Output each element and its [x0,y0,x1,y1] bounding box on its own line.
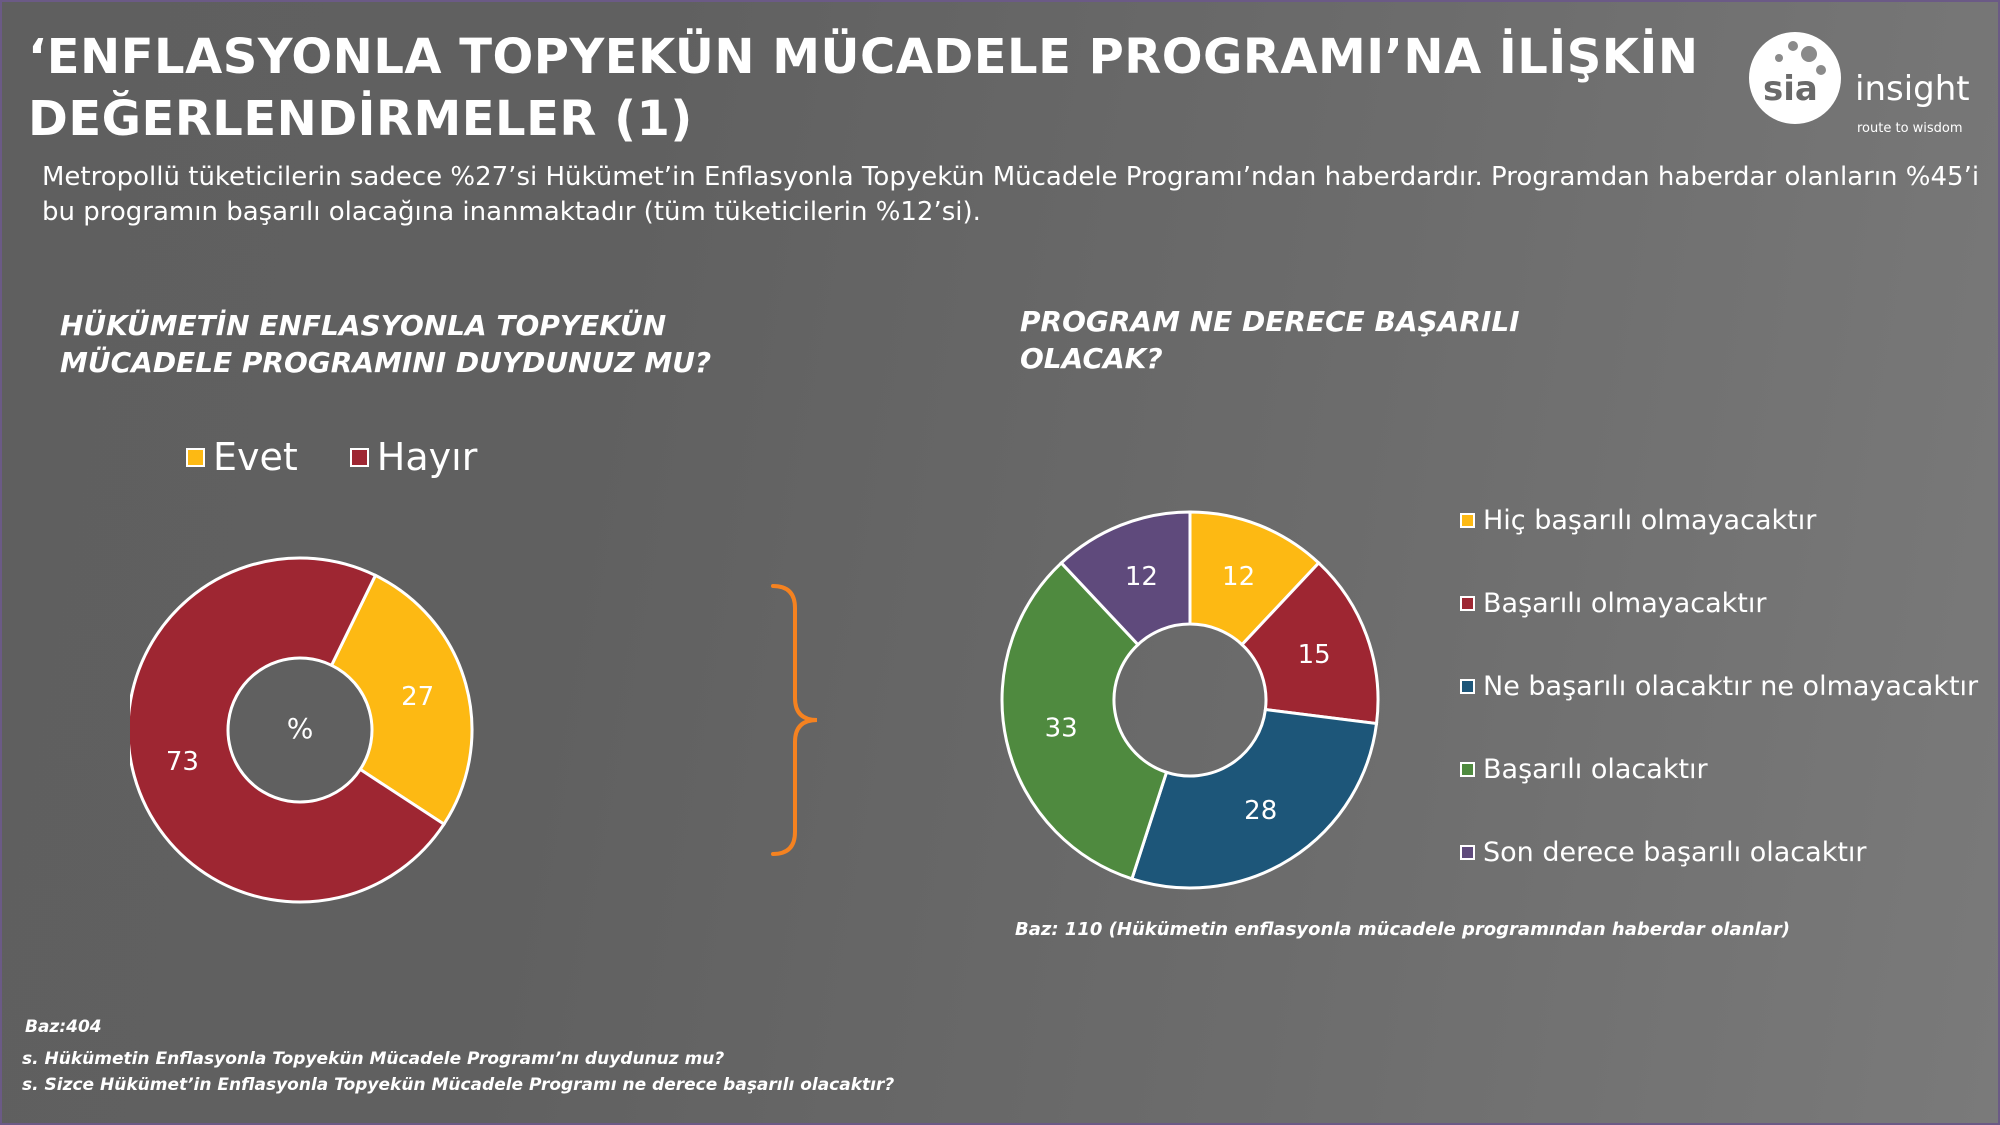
page-title: ‘ENFLASYONLA TOPYEKÜN MÜCADELE PROGRAMI’… [28,29,1699,147]
chart1-donut: 27 73% [130,556,474,904]
footnote-1: s. Hükümetin Enflasyonla Topyekün Mücade… [22,1049,725,1069]
base-note-left: Baz:404 [25,1017,102,1037]
chart2-slice-3 [1130,707,1379,890]
legend-item-basarili-olmayacak: Başarılı olmayacaktır [1460,583,1978,623]
chart1-data-label-1: 27 [401,682,434,712]
legend-item-hayir: Hayır [349,435,478,479]
chart1-data-label-2: 73 [166,747,199,777]
chart2-legend: Hiç başarılı olmayacaktır Başarılı olmay… [1460,500,1978,915]
chart2-slice-2 [1239,560,1380,726]
legend-label-4: Başarılı olacaktır [1483,753,1708,785]
chart1-legend: Evet Hayır [186,432,477,482]
chart2-data-label-1: 12 [1222,562,1255,592]
legend-item-basarili-olacak: Başarılı olacaktır [1460,749,1978,789]
chart2-data-label-3: 28 [1244,796,1277,826]
legend-label-1: Hiç başarılı olmayacaktır [1483,504,1817,536]
legend-item-hic-basarili-olmayacak: Hiç başarılı olmayacaktır [1460,500,1978,540]
legend-label-2: Başarılı olmayacaktır [1483,587,1767,619]
logo-brand: sia [1763,69,1818,109]
logo-circle-icon [1749,32,1841,124]
summary-text: Metropollü tüketicilerin sadece %27’si H… [42,162,1980,227]
legend-label-3: Ne başarılı olacaktır ne olmayacaktır [1483,670,1979,702]
legend-label-hayir: Hayır [376,435,478,479]
chart1-center-label: % [287,712,314,745]
chart2-donut: 12 15 28 33 12 [1000,510,1380,890]
chart2-data-label-4: 33 [1045,713,1078,743]
legend-label-5: Son derece başarılı olacaktır [1483,836,1867,868]
logo-word: insight [1855,69,1970,109]
chart1-slice-1 [329,573,474,827]
legend-swatch-3 [1460,678,1475,694]
chart2-slice-1 [1188,510,1321,647]
legend-item-ne-ne: Ne başarılı olacaktır ne olmayacaktır [1460,666,1978,706]
legend-swatch-5 [1460,844,1475,860]
chart2-title: PROGRAM NE DERECE BAŞARILI OLACAK? [1020,305,1520,375]
chart2-slice-4 [1000,560,1169,881]
bracket-connector [771,584,818,856]
legend-item-evet: Evet [186,435,298,479]
legend-swatch-1 [1460,512,1475,528]
base-note-right: Baz: 110 (Hükümetin enflasyonla mücadele… [1015,919,1790,940]
chart2-data-label-2: 15 [1298,640,1331,670]
logo-tagline: route to wisdom [1857,121,1963,136]
legend-item-son-derece-basarili: Son derece başarılı olacaktır [1460,832,1978,872]
legend-swatch-2 [1460,595,1475,611]
chart1-title: HÜKÜMETİN ENFLASYONLA TOPYEKÜN MÜCADELE … [60,309,712,379]
chart1-slice-2 [130,556,447,904]
legend-swatch-hayir [349,447,369,467]
sia-insight-logo: sia insight route to wisdom [1749,32,1970,136]
legend-swatch-4 [1460,761,1475,777]
footnote-2: s. Sizce Hükümet’in Enflasyonla Topyekün… [22,1075,895,1095]
legend-label-evet: Evet [213,435,298,479]
chart2-slice-5 [1059,510,1192,647]
legend-swatch-evet [186,447,205,467]
chart2-data-label-5: 12 [1125,562,1158,592]
